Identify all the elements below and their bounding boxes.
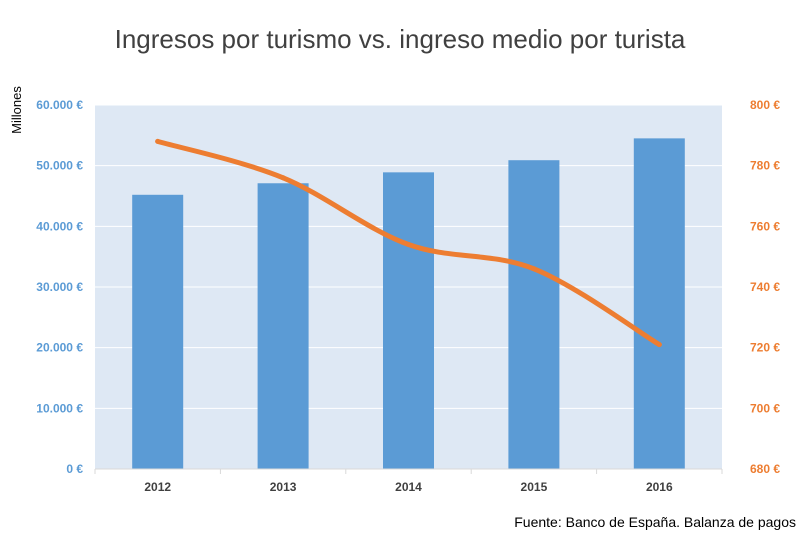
line-point-2012	[155, 138, 161, 144]
left-tick-label: 60.000 €	[36, 98, 83, 112]
bar-2016	[633, 138, 685, 469]
x-tick-label: 2016	[646, 480, 673, 494]
line-point-2015	[531, 266, 537, 272]
line-point-2013	[280, 175, 286, 181]
left-axis: 0 € 10.000 € 20.000 € 30.000 € 40.000 € 50.00…	[36, 98, 83, 476]
bar-2013	[257, 183, 309, 469]
bar-series	[132, 138, 685, 469]
right-tick-label: 760 €	[750, 219, 780, 233]
bar-2014	[383, 172, 434, 469]
x-axis: 2012 2013 2014 2015 2016	[94, 468, 723, 494]
right-tick-label: 680 €	[750, 462, 780, 476]
right-tick-label: 720 €	[750, 341, 780, 355]
left-tick-label: 50.000 €	[36, 159, 83, 173]
source-note: Fuente: Banco de España. Balanza de pago…	[514, 514, 796, 530]
line-series	[155, 138, 662, 348]
line-point-2014	[406, 242, 411, 248]
bar-2015	[508, 160, 560, 469]
left-tick-label: 0 €	[66, 462, 83, 476]
right-tick-label: 780 €	[750, 159, 780, 173]
left-tick-label: 30.000 €	[36, 280, 83, 294]
left-tick-label: 20.000 €	[36, 341, 83, 355]
x-tick-label: 2014	[395, 480, 422, 494]
chart-title: Ingresos por turismo vs. ingreso medio p…	[115, 24, 686, 54]
x-tick-label: 2013	[270, 480, 297, 494]
left-tick-label: 10.000 €	[36, 401, 83, 415]
x-tick-label: 2012	[144, 480, 171, 494]
right-tick-label: 700 €	[750, 401, 780, 415]
line-point-2016	[656, 342, 662, 348]
right-tick-label: 800 €	[750, 98, 780, 112]
x-tick-label: 2015	[521, 480, 548, 494]
y-axis-label: Millones	[9, 86, 24, 134]
left-tick-label: 40.000 €	[36, 219, 83, 233]
right-tick-label: 740 €	[750, 280, 780, 294]
right-axis: 680 € 700 € 720 € 740 € 760 € 780 € 800 €	[750, 98, 780, 476]
bar-2012	[132, 194, 184, 469]
